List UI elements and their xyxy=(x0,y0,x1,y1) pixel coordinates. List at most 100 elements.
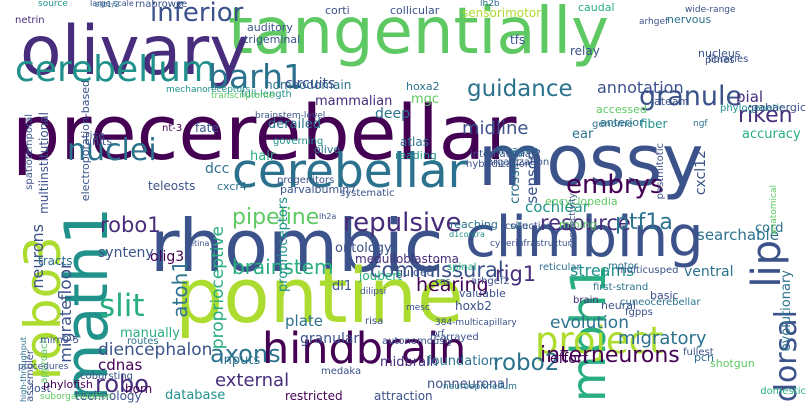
cloud-word: mining xyxy=(559,218,597,231)
cloud-word: source xyxy=(38,0,68,9)
cloud-word: brainstem xyxy=(232,255,334,279)
cloud-word: proprioceptive xyxy=(208,226,228,350)
cloud-word: hybridization xyxy=(466,159,532,170)
cloud-word: inferior xyxy=(150,0,244,28)
cloud-word: climbing xyxy=(465,205,704,270)
cloud-word: shotgun xyxy=(710,357,755,370)
cloud-word: atoh1 xyxy=(168,260,192,318)
cloud-word: hoxa2 xyxy=(406,80,440,93)
cloud-word: fgpps xyxy=(625,307,653,318)
cloud-word: pial xyxy=(736,88,764,106)
cloud-word: pontine xyxy=(175,251,464,340)
cloud-word: collicular xyxy=(390,4,440,17)
cloud-word: streams xyxy=(570,261,635,280)
cloud-word: routes xyxy=(127,336,159,347)
cloud-word: neuroepithelium xyxy=(443,382,517,392)
cloud-word: postmitotic xyxy=(655,143,666,200)
cloud-word: 384-multicapillary xyxy=(435,318,517,328)
cloud-word: anatomical xyxy=(769,185,779,236)
cloud-word: precerebellar xyxy=(12,88,517,177)
cloud-word: basic xyxy=(650,289,679,302)
cloud-word: full-length xyxy=(241,89,292,100)
cloud-word: suborganization xyxy=(40,392,113,402)
cloud-word: homeodomain xyxy=(265,78,352,92)
cloud-word: fiber xyxy=(640,117,668,131)
cloud-word: spinal xyxy=(447,262,477,273)
cloud-word: nt-3 xyxy=(162,123,183,134)
cloud-word: procedures xyxy=(18,362,69,372)
cloud-word: deep xyxy=(375,106,410,122)
cloud-word: manually xyxy=(120,326,180,341)
cloud-word: inputs xyxy=(220,353,261,368)
cloud-word: relay xyxy=(570,44,600,58)
cloud-word: technology xyxy=(75,389,142,403)
cloud-word: netrin xyxy=(15,15,45,26)
cloud-word: brainstem-level xyxy=(255,111,326,121)
cloud-word: granule xyxy=(639,81,743,112)
cloud-word: cxcr4 xyxy=(217,180,247,193)
cloud-word: large-scale xyxy=(90,0,134,8)
cloud-word: collection xyxy=(505,221,553,232)
cloud-word: libraries xyxy=(708,54,749,65)
cloud-word: migratory xyxy=(618,328,707,349)
cloud-word: wide-range xyxy=(685,5,736,15)
cloud-word: cerebellum xyxy=(15,49,216,90)
cloud-word: parvalbumin7 xyxy=(280,183,357,196)
cloud-word: rnabrowse xyxy=(135,0,188,10)
cloud-word: cxcl12 xyxy=(693,150,709,196)
cloud-word: dcc xyxy=(205,161,230,177)
cloud-word: atlas xyxy=(400,135,429,149)
cloud-word: spatiotemporal xyxy=(24,114,35,190)
cloud-word: d1contra xyxy=(449,230,485,239)
cloud-word: trigeminal xyxy=(244,33,301,46)
cloud-word: arhgef xyxy=(639,17,669,27)
cloud-word: embrys xyxy=(566,170,664,200)
cloud-word: interneurons xyxy=(540,343,680,368)
cloud-word: systematic xyxy=(340,188,395,199)
cloud-word: barh1 xyxy=(208,57,305,96)
cloud-word: encyclopedia xyxy=(545,195,618,208)
cloud-word: cochlear xyxy=(525,198,589,216)
cloud-word: guidance xyxy=(467,76,573,102)
cloud-word: fate xyxy=(195,121,219,135)
cloud-word: migrate xyxy=(56,300,75,363)
cloud-word: repulsive xyxy=(343,208,462,238)
cloud-word: ateam xyxy=(654,95,690,108)
cloud-word: tangentially xyxy=(228,0,609,69)
cloud-word: cobursting xyxy=(80,371,134,382)
cloud-word: pipeline xyxy=(232,205,320,230)
cloud-word: midline xyxy=(462,118,529,139)
cloud-word: horn xyxy=(125,382,153,396)
cloud-word: plate xyxy=(285,312,323,330)
cloud-word: ptf1a xyxy=(615,210,673,235)
cloud-word: phylofish xyxy=(43,378,93,391)
cloud-word: annotation xyxy=(597,78,684,97)
cloud-word: ngf xyxy=(693,119,708,129)
cloud-word: foundation xyxy=(427,354,498,369)
cloud-word: images xyxy=(498,144,538,157)
cloud-word: reading xyxy=(395,149,437,162)
cloud-word: ear xyxy=(572,127,594,142)
cloud-word: external xyxy=(215,370,290,391)
cloud-word: hearing xyxy=(416,274,489,296)
cloud-word: joubert xyxy=(359,269,402,283)
cloud-word: olive xyxy=(314,143,341,156)
cloud-word: midbrain xyxy=(380,355,438,370)
cloud-word: arhgef2 xyxy=(471,276,510,287)
cloud-word: caudal xyxy=(578,1,615,14)
cloud-word: multiinstitutional xyxy=(37,112,51,214)
cloud-word: guided xyxy=(396,266,434,279)
cloud-word: multicusped xyxy=(617,265,679,276)
cloud-word: organization xyxy=(487,157,550,168)
cloud-word: nonneuronal xyxy=(427,377,509,392)
cloud-word: robo xyxy=(95,370,149,398)
cloud-word: governing xyxy=(273,136,324,147)
cloud-word: accuracy xyxy=(742,127,801,142)
cloud-word: orf xyxy=(432,329,445,339)
cloud-word: robo1 xyxy=(100,213,161,237)
cloud-word: slit xyxy=(99,288,145,324)
cloud-word: diencephalon xyxy=(98,340,213,360)
cloud-word: riken xyxy=(738,103,793,128)
cloud-word: genome xyxy=(592,119,633,130)
